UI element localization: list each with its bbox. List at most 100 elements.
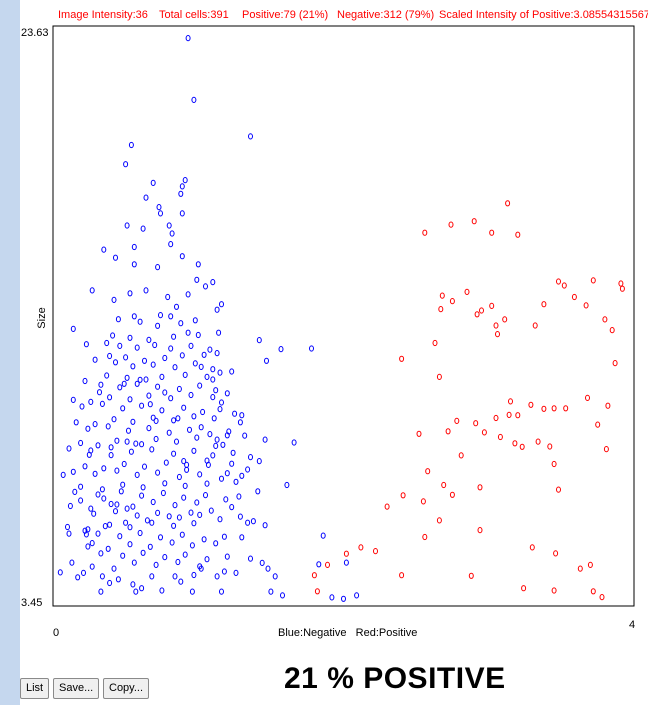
point-negative-215 [162, 554, 168, 561]
point-negative-70 [172, 364, 178, 371]
point-positive-1 [448, 221, 454, 228]
point-negative-266 [137, 376, 143, 383]
point-negative-4 [123, 161, 129, 168]
point-negative-17 [168, 241, 174, 248]
point-negative-163 [120, 481, 126, 488]
point-negative-311 [81, 569, 86, 577]
save-button[interactable]: Save... [53, 678, 100, 699]
point-positive-45 [519, 443, 525, 450]
point-negative-203 [201, 536, 207, 543]
point-negative-73 [217, 369, 223, 376]
point-positive-7 [561, 282, 567, 289]
point-negative-178 [130, 503, 136, 510]
point-negative-250 [256, 337, 262, 344]
point-negative-259 [198, 363, 204, 370]
point-negative-164 [99, 486, 105, 493]
point-negative-24 [195, 261, 201, 268]
point-positive-27 [495, 331, 500, 338]
point-negative-213 [120, 552, 126, 559]
point-positive-41 [481, 429, 487, 436]
point-negative-112 [92, 421, 98, 428]
point-negative-301 [255, 488, 261, 495]
list-button[interactable]: List [20, 678, 50, 699]
point-negative-205 [213, 540, 219, 547]
point-negative-1 [191, 96, 197, 104]
point-negative-81 [98, 381, 104, 388]
point-positive-75 [529, 544, 535, 551]
point-negative-253 [291, 439, 297, 446]
point-positive-74 [521, 585, 527, 592]
point-negative-230 [191, 571, 197, 579]
point-negative-33 [185, 291, 191, 298]
x-tick-min: 0 [53, 627, 59, 639]
point-negative-293 [102, 523, 108, 530]
point-negative-168 [118, 488, 124, 495]
point-negative-219 [131, 559, 137, 566]
point-negative-148 [101, 465, 107, 472]
point-negative-36 [174, 303, 179, 310]
point-negative-135 [149, 446, 155, 453]
point-negative-174 [236, 493, 242, 500]
point-negative-166 [72, 488, 78, 495]
point-negative-66 [92, 356, 98, 363]
point-negative-170 [160, 489, 166, 497]
point-negative-209 [127, 541, 133, 548]
header-scaled-intensity: Scaled Intensity of Positive:3.085543155… [439, 9, 648, 21]
point-negative-91 [168, 395, 174, 402]
point-negative-280 [70, 325, 76, 332]
point-positive-11 [439, 292, 445, 299]
point-negative-208 [147, 543, 153, 550]
point-negative-155 [176, 473, 182, 481]
point-negative-225 [248, 555, 253, 562]
point-positive-16 [489, 302, 495, 309]
point-negative-201 [158, 534, 163, 541]
point-negative-227 [265, 565, 271, 572]
point-negative-114 [85, 425, 91, 432]
copy-button[interactable]: Copy... [103, 678, 150, 699]
point-negative-255 [262, 436, 268, 443]
point-negative-99 [120, 405, 126, 412]
point-negative-98 [99, 400, 105, 407]
point-negative-243 [316, 561, 322, 568]
point-positive-73 [468, 572, 474, 579]
point-negative-234 [198, 565, 204, 572]
point-negative-252 [309, 345, 314, 352]
header-total-cells: Total cells:391 [159, 9, 229, 21]
point-positive-54 [551, 460, 557, 468]
point-negative-300 [233, 478, 239, 485]
point-positive-40 [454, 417, 460, 424]
point-negative-224 [89, 563, 95, 570]
point-negative-0 [185, 35, 191, 42]
point-negative-125 [174, 438, 179, 445]
point-positive-67 [373, 548, 378, 555]
point-negative-263 [175, 415, 181, 422]
point-negative-6 [182, 177, 188, 184]
point-negative-120 [207, 431, 213, 438]
point-negative-268 [184, 466, 190, 473]
point-negative-195 [107, 521, 113, 528]
point-negative-184 [134, 512, 140, 519]
point-negative-305 [107, 579, 113, 587]
point-negative-233 [178, 578, 184, 585]
y-tick-max: 23.63 [21, 27, 49, 39]
point-positive-30 [436, 373, 442, 380]
point-negative-138 [210, 452, 216, 459]
point-negative-103 [200, 408, 206, 416]
point-negative-145 [163, 459, 169, 466]
point-positive-14 [438, 306, 444, 313]
point-negative-65 [107, 352, 113, 360]
point-negative-192 [171, 522, 177, 529]
point-positive-29 [399, 355, 405, 362]
point-negative-190 [250, 518, 256, 525]
point-positive-9 [590, 277, 596, 284]
point-negative-295 [66, 530, 72, 537]
point-negative-60 [201, 351, 207, 358]
point-negative-238 [98, 588, 104, 595]
point-negative-82 [117, 384, 123, 391]
chart-panel: Image Intensity:36 Total cells:391 Posit… [20, 0, 648, 705]
point-negative-80 [82, 377, 88, 385]
point-negative-279 [83, 341, 89, 348]
point-positive-2 [471, 218, 477, 225]
point-positive-55 [556, 486, 561, 493]
point-negative-247 [272, 573, 278, 580]
